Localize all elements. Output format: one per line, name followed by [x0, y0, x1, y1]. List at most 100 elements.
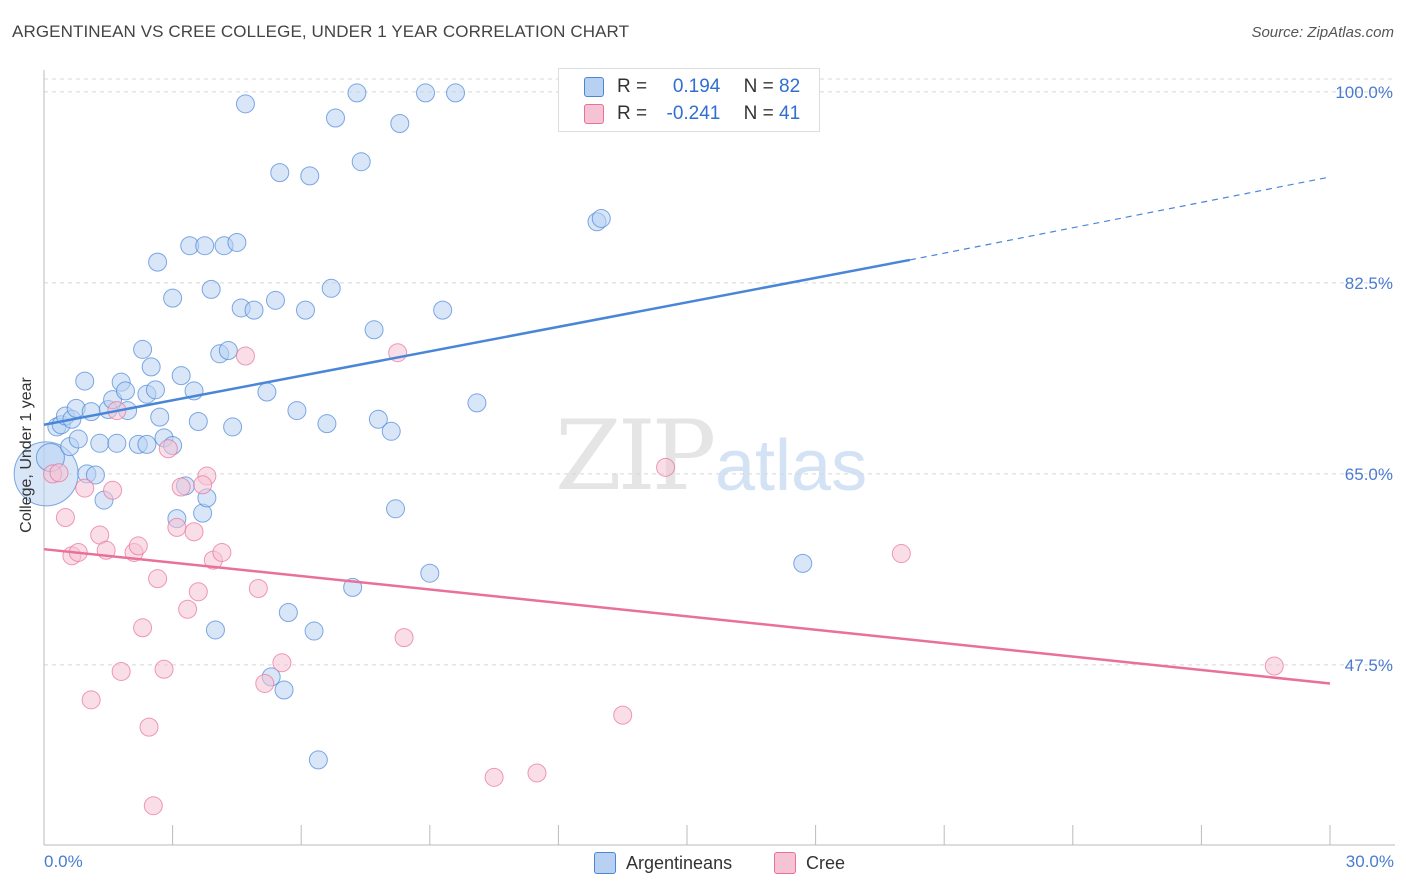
legend-n-value: 82	[779, 76, 801, 97]
cree-point	[1264, 656, 1284, 676]
legend-item-cree[interactable]: Cree	[774, 852, 845, 874]
argentinean-point	[75, 371, 95, 391]
cree-point	[891, 544, 911, 564]
y-axis-label: College, Under 1 year	[18, 377, 35, 533]
legend-swatch-blue	[584, 77, 604, 97]
argentinean-point	[420, 563, 440, 583]
argentinean-point	[308, 750, 328, 770]
argentinean-point	[90, 433, 110, 453]
legend-r-value: 0.194	[672, 76, 721, 97]
legend-label-cree: Cree	[806, 852, 846, 873]
cree-point	[167, 517, 187, 537]
argentinean-point	[257, 382, 277, 402]
y-tick-label: 47.5%	[1345, 656, 1393, 675]
argentinean-point	[133, 339, 153, 359]
correlation-legend: R = 0.194 N = 82 R = -0.241 N = 41	[558, 68, 820, 132]
y-tick-label: 100.0%	[1335, 83, 1393, 102]
argentinean-point	[223, 417, 243, 437]
cree-point	[527, 763, 547, 783]
watermark-zip: ZIP	[555, 400, 716, 512]
watermark-atlas: atlas	[715, 426, 868, 506]
legend-n-value: 41	[779, 103, 801, 124]
legend-swatch-pink	[774, 852, 796, 874]
argentinean-point	[364, 320, 384, 340]
cree-point	[272, 653, 292, 673]
cree-point	[484, 767, 504, 787]
cree-point	[171, 477, 191, 497]
legend-r-label: R =	[617, 103, 653, 124]
cree-point	[103, 480, 123, 500]
legend-r-label: R =	[617, 76, 653, 97]
argentinean-point	[163, 288, 183, 308]
cree-point	[75, 478, 95, 498]
argentinean-point	[235, 94, 255, 114]
cree-point	[212, 542, 232, 562]
y-tick-label: 82.5%	[1345, 274, 1393, 293]
argentinean-point	[416, 83, 436, 103]
argentinean-point	[227, 232, 247, 252]
argentinean-point	[244, 300, 264, 320]
legend-n-label: N =	[743, 103, 780, 124]
argentinean-point	[433, 300, 453, 320]
cree-point	[55, 508, 75, 528]
x-tick-label-max: 30.0%	[1345, 852, 1394, 871]
argentinean-point	[137, 434, 157, 454]
argentinean-point	[793, 553, 813, 573]
cree-point	[158, 439, 178, 459]
argentinean-point	[325, 108, 345, 128]
argentinean-point	[107, 433, 127, 453]
argentinean-point	[446, 83, 466, 103]
argentinean-point	[287, 401, 307, 421]
argentinean-point	[188, 411, 208, 431]
cree-point	[656, 457, 676, 477]
argentinean-point	[381, 421, 401, 441]
argentinean-point	[115, 381, 135, 401]
argentinean-point	[317, 414, 337, 434]
cree-point	[235, 346, 255, 366]
cree-point	[394, 628, 414, 648]
cree-point	[178, 599, 198, 619]
argentinean-point	[304, 621, 324, 641]
cree-point	[148, 569, 168, 589]
argentinean-point	[300, 166, 320, 186]
argentinean-point	[278, 603, 298, 622]
argentinean-trend-extension	[909, 176, 1331, 261]
cree-point	[188, 582, 208, 602]
argentinean-point	[321, 278, 341, 298]
argentinean-point	[467, 393, 487, 413]
argentinean-point	[270, 163, 290, 183]
legend-label-argentineans: Argentineans	[626, 852, 733, 873]
argentinean-point	[295, 300, 315, 320]
argentinean-point	[145, 380, 165, 400]
legend-item-argentineans[interactable]: Argentineans	[594, 852, 732, 874]
x-tick-label-min: 0.0%	[44, 852, 83, 871]
cree-point	[128, 536, 148, 556]
cree-point	[184, 522, 204, 542]
argentinean-point	[85, 465, 105, 485]
argentinean-point	[368, 409, 388, 429]
argentinean-point	[205, 620, 225, 640]
cree-point	[139, 717, 159, 737]
legend-r-value: -0.241	[666, 103, 721, 124]
argentinean-trend-line	[43, 258, 911, 426]
argentinean-point	[195, 236, 215, 256]
argentinean-point	[201, 279, 221, 299]
source-label: Source: ZipAtlas.com	[1251, 24, 1394, 41]
legend-n-label: N =	[743, 76, 780, 97]
argentinean-point	[141, 357, 161, 377]
argentinean-point	[68, 429, 88, 449]
argentinean-point	[386, 499, 406, 519]
cree-point	[81, 690, 101, 710]
cree-point	[255, 673, 275, 693]
argentinean-point	[150, 407, 170, 427]
argentinean-point	[390, 113, 410, 133]
argentinean-point	[171, 366, 191, 386]
cree-point	[133, 618, 153, 638]
argentinean-point	[274, 680, 294, 700]
cree-point	[154, 659, 174, 679]
cree-point	[193, 475, 213, 495]
argentinean-point	[351, 152, 371, 172]
cree-point	[613, 705, 633, 725]
legend-swatch-blue	[594, 852, 616, 874]
